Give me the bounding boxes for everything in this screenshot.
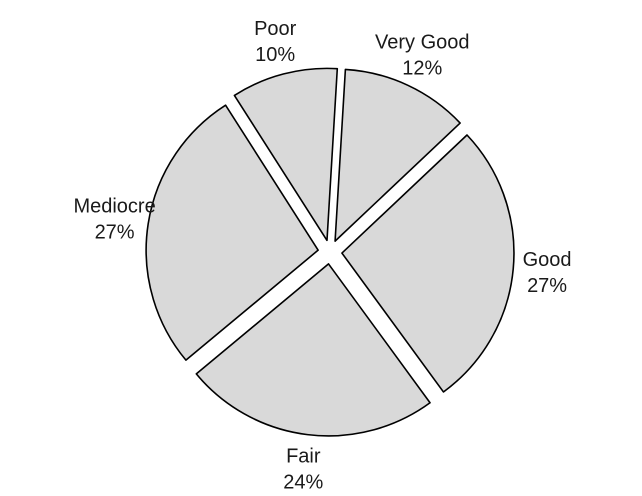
pie-labels: Very Good 12% Good 27% Fair 24% Mediocre 27% Poo… bbox=[73, 18, 571, 493]
pie-slice-mediocre bbox=[145, 104, 319, 361]
slice-value-poor: 10% bbox=[255, 44, 295, 66]
pie-slice-fair bbox=[195, 263, 431, 437]
slice-label-very-good: Very Good bbox=[375, 31, 470, 53]
slice-label-good: Good bbox=[523, 249, 572, 271]
pie-slice-very-good bbox=[334, 68, 461, 242]
slice-value-very-good: 12% bbox=[402, 57, 442, 79]
slice-value-fair: 24% bbox=[283, 471, 323, 493]
pie-slices bbox=[145, 67, 515, 437]
slice-label-poor: Poor bbox=[254, 18, 297, 40]
slice-value-mediocre: 27% bbox=[95, 222, 135, 244]
pie-slice-good bbox=[341, 134, 515, 393]
pie-slice-poor bbox=[233, 67, 339, 242]
slice-value-good: 27% bbox=[527, 275, 567, 297]
slice-label-fair: Fair bbox=[286, 445, 321, 467]
slice-label-mediocre: Mediocre bbox=[73, 196, 155, 218]
